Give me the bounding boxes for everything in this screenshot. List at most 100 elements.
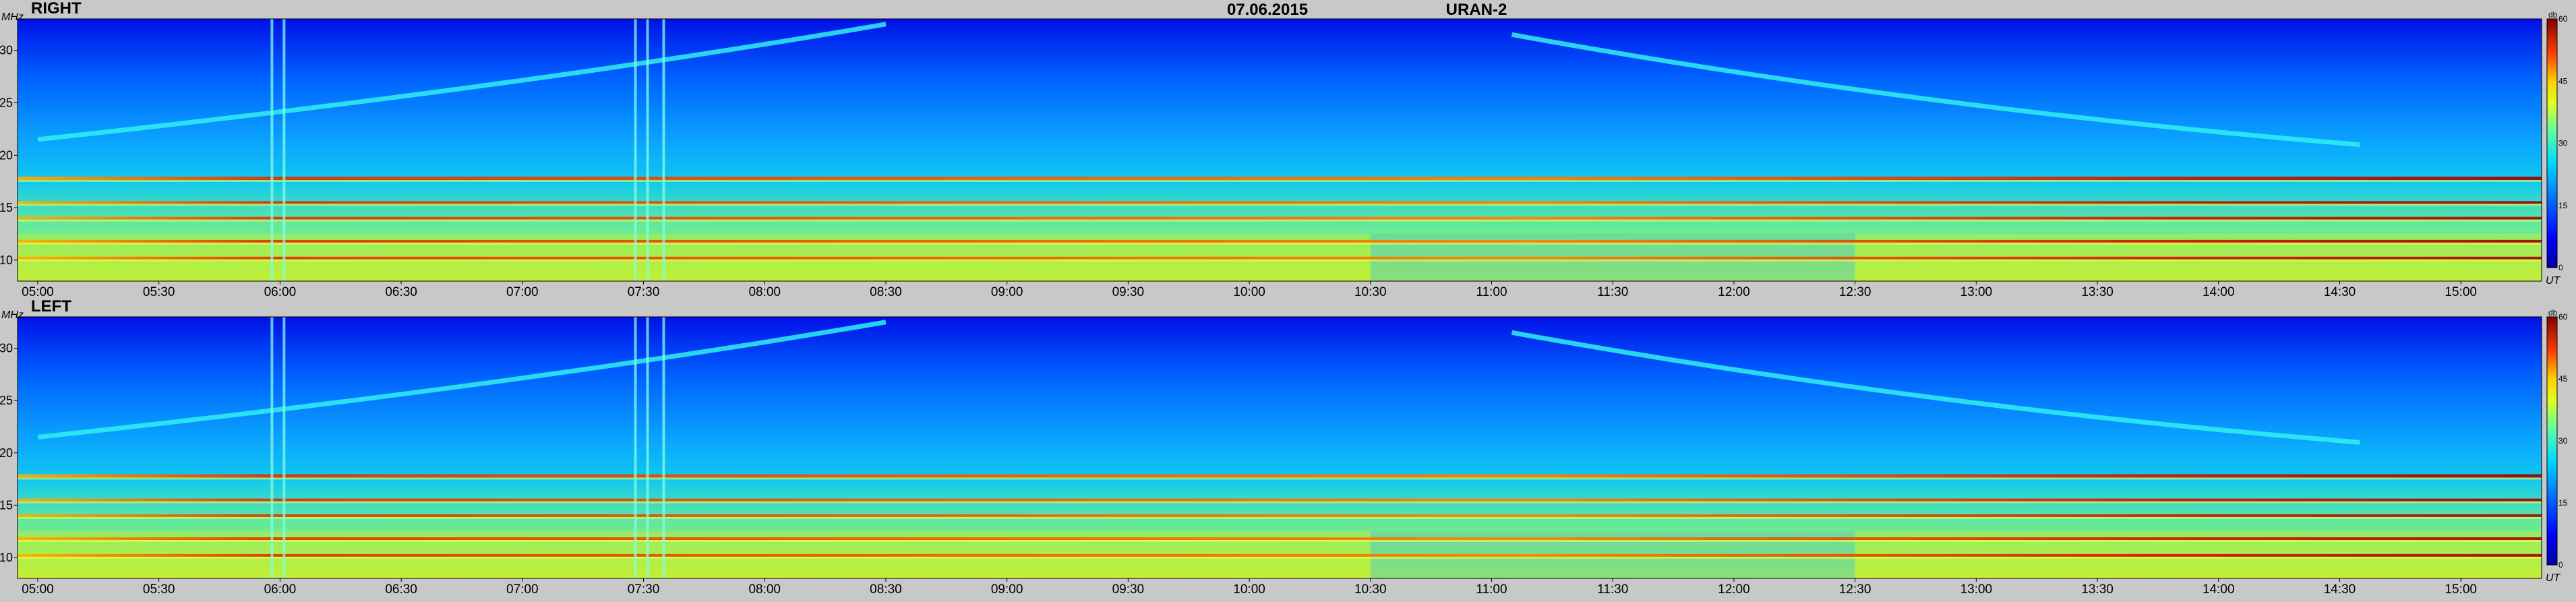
interference-line-halo (18, 540, 2542, 543)
interference-line-halo (18, 516, 2542, 519)
x-tick-label: 07:00 (506, 582, 539, 597)
x-axis-unit-label: UT (2546, 275, 2561, 287)
x-tick-label: 11:00 (1476, 285, 1507, 299)
colorbar-label: db (2548, 10, 2558, 20)
x-tick-label: 05:30 (143, 285, 175, 299)
header: 07.06.2015 URAN-2 (1227, 1, 1507, 19)
x-tick-label: 10:30 (1354, 285, 1387, 299)
colorbar-tick-label: 30 (2558, 139, 2568, 148)
interference-line-halo (18, 259, 2542, 262)
x-tick-label: 10:00 (1233, 582, 1265, 597)
x-tick-label: 13:00 (1960, 285, 1993, 299)
vertical-burst (662, 317, 665, 578)
falling-drift-feature (1511, 330, 2360, 445)
x-tick-label: 14:30 (2324, 285, 2356, 299)
spectrogram-background (18, 19, 2542, 281)
colorbar-tick-label: 0 (2558, 263, 2563, 272)
y-tick-label: 15 (0, 201, 13, 214)
rising-drift-feature (37, 320, 887, 440)
colorbar (2546, 18, 2558, 268)
x-tick-label: 11:30 (1597, 285, 1628, 299)
colorbar-tick-label: 15 (2558, 498, 2568, 508)
x-tick-label: 07:00 (506, 285, 539, 299)
rising-drift-feature (37, 22, 887, 142)
colorbar-tick-label: 60 (2558, 14, 2568, 24)
instrument-label: URAN-2 (1446, 1, 1507, 19)
vertical-burst (634, 317, 637, 578)
x-tick-label: 06:30 (385, 582, 417, 597)
panel-frame (17, 18, 2542, 282)
interference-line (18, 537, 2542, 541)
x-tick-label: 07:30 (628, 582, 660, 597)
spectrogram-panel-right: RIGHT MHz 10 15 20 25 30 05:00 05:30 06:00 06:30 07… (0, 0, 2568, 299)
colorbar (2546, 316, 2558, 566)
x-tick-label: 05:30 (143, 582, 175, 597)
x-tick-label: 10:00 (1233, 285, 1265, 299)
y-tick-label: 30 (0, 342, 13, 355)
x-tick-label: 13:00 (1960, 582, 1993, 597)
x-tick-label: 13:30 (2081, 582, 2114, 597)
y-tick-label: 30 (0, 44, 13, 57)
vertical-burst (662, 19, 665, 281)
x-tick-label: 09:30 (1112, 285, 1145, 299)
spectrogram-panel-left: LEFT MHz 10 15 20 25 30 05:00 05:30 06:00 06:30 07:… (0, 297, 2568, 597)
y-tick-label: 10 (0, 253, 13, 267)
colorbar-tick-label: 30 (2558, 436, 2568, 446)
y-axis-label: MHz (1, 11, 24, 23)
vertical-burst (282, 19, 286, 281)
interference-line-halo (18, 219, 2542, 222)
falling-drift-feature (1511, 32, 2360, 148)
x-tick-label: 08:30 (870, 285, 902, 299)
x-tick-label: 12:30 (1839, 582, 1871, 597)
interference-line (18, 553, 2542, 557)
y-tick-label: 10 (0, 551, 13, 564)
y-tick-label: 25 (0, 394, 13, 407)
interference-line-halo (18, 556, 2542, 559)
panel-frame (17, 316, 2542, 579)
interference-line (18, 201, 2542, 204)
x-tick-label: 08:00 (748, 582, 781, 597)
x-axis-unit-label: UT (2546, 572, 2561, 584)
x-tick-label: 15:00 (2445, 285, 2477, 299)
x-tick-label: 13:30 (2081, 285, 2114, 299)
vertical-burst (646, 317, 649, 578)
x-tick-label: 11:00 (1476, 582, 1507, 597)
colorbar-tick-label: 60 (2558, 312, 2568, 322)
interference-line-halo (18, 501, 2542, 504)
x-tick-label: 15:00 (2445, 582, 2477, 597)
x-tick-label: 06:00 (264, 582, 297, 597)
x-tick-label: 14:00 (2203, 285, 2235, 299)
interference-line-halo (18, 477, 2542, 480)
y-tick-label: 25 (0, 96, 13, 109)
colorbar-tick-label: 15 (2558, 201, 2568, 210)
y-tick-label: 20 (0, 446, 13, 460)
x-tick-label: 06:30 (385, 285, 417, 299)
colorbar-tick-label: 0 (2558, 560, 2563, 570)
x-tick-label: 09:00 (991, 582, 1023, 597)
x-tick-label: 12:00 (1718, 285, 1750, 299)
x-tick-label: 10:30 (1354, 582, 1387, 597)
spectrogram-background (18, 317, 2542, 578)
x-tick-label: 14:00 (2203, 582, 2235, 597)
x-tick-label: 09:00 (991, 285, 1023, 299)
vertical-burst (646, 19, 649, 281)
interference-line (18, 498, 2542, 502)
vertical-burst (270, 317, 274, 578)
panel-title: RIGHT (31, 0, 82, 18)
interference-line (18, 514, 2542, 517)
y-tick-label: 15 (0, 498, 13, 512)
date-label: 07.06.2015 (1227, 1, 1308, 19)
y-axis-label: MHz (1, 309, 24, 321)
interference-line (18, 216, 2542, 220)
interference-line (18, 474, 2542, 478)
interference-line-halo (18, 242, 2542, 245)
colorbar-tick-label: 45 (2558, 76, 2568, 86)
interference-line-halo (18, 180, 2542, 183)
x-tick-label: 05:00 (22, 285, 54, 299)
x-tick-label: 12:30 (1839, 285, 1871, 299)
colorbar-tick-label: 45 (2558, 374, 2568, 384)
vertical-burst (282, 317, 286, 578)
x-tick-label: 05:00 (22, 582, 54, 597)
